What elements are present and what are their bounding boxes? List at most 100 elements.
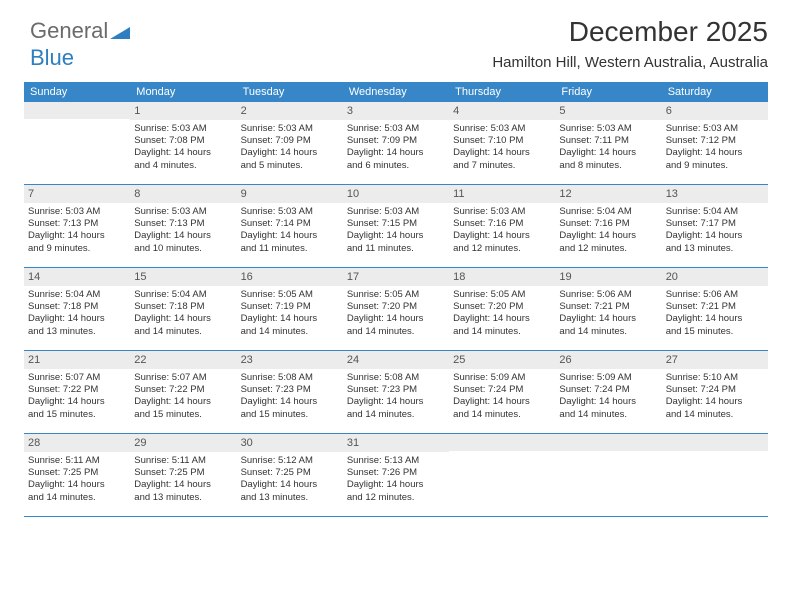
day-cell: 9Sunrise: 5:03 AMSunset: 7:14 PMDaylight… [237,185,343,267]
day-info-line: Sunset: 7:23 PM [347,384,445,396]
day-cell: 29Sunrise: 5:11 AMSunset: 7:25 PMDayligh… [130,434,236,516]
calendar-week-row: 21Sunrise: 5:07 AMSunset: 7:22 PMDayligh… [24,351,768,434]
weekday-header: Tuesday [237,82,343,102]
day-info-line: Daylight: 14 hours [666,313,764,325]
day-info-line: Sunrise: 5:10 AM [666,372,764,384]
day-info-line: Sunset: 7:18 PM [28,301,126,313]
day-cell: 30Sunrise: 5:12 AMSunset: 7:25 PMDayligh… [237,434,343,516]
day-cell: 3Sunrise: 5:03 AMSunset: 7:09 PMDaylight… [343,102,449,184]
day-info-line: Sunrise: 5:03 AM [241,123,339,135]
day-number: 17 [343,268,449,286]
day-number: 25 [449,351,555,369]
day-info-line: and 6 minutes. [347,160,445,172]
day-info-line: Sunrise: 5:03 AM [347,206,445,218]
weekday-header: Thursday [449,82,555,102]
day-info-line: Daylight: 14 hours [28,479,126,491]
day-cell: 31Sunrise: 5:13 AMSunset: 7:26 PMDayligh… [343,434,449,516]
day-info-line: and 14 minutes. [134,326,232,338]
day-info-line: and 13 minutes. [666,243,764,255]
day-info-line: and 5 minutes. [241,160,339,172]
day-info-line: and 14 minutes. [453,326,551,338]
day-info-line: Sunrise: 5:11 AM [134,455,232,467]
day-cell [449,434,555,516]
day-info-line: Sunset: 7:25 PM [241,467,339,479]
day-info-line: Daylight: 14 hours [134,230,232,242]
day-info-line: Daylight: 14 hours [28,396,126,408]
logo-text-2: Blue [30,45,74,70]
day-info-line: Sunset: 7:17 PM [666,218,764,230]
day-info-line: Sunrise: 5:04 AM [134,289,232,301]
day-info-line: Daylight: 14 hours [666,147,764,159]
day-info-line: and 11 minutes. [347,243,445,255]
day-info-line: Daylight: 14 hours [241,230,339,242]
day-number: 30 [237,434,343,452]
day-cell: 18Sunrise: 5:05 AMSunset: 7:20 PMDayligh… [449,268,555,350]
day-cell: 4Sunrise: 5:03 AMSunset: 7:10 PMDaylight… [449,102,555,184]
day-number: 5 [555,102,661,120]
calendar-week-row: 1Sunrise: 5:03 AMSunset: 7:08 PMDaylight… [24,102,768,185]
day-info-line: Daylight: 14 hours [241,479,339,491]
day-number [24,102,130,119]
day-number [662,434,768,451]
day-number: 9 [237,185,343,203]
day-info-line: Sunrise: 5:06 AM [559,289,657,301]
day-number: 2 [237,102,343,120]
day-info-line: Sunrise: 5:04 AM [28,289,126,301]
day-info-line: Daylight: 14 hours [241,147,339,159]
day-number: 13 [662,185,768,203]
day-info-line: Sunset: 7:20 PM [453,301,551,313]
weekday-header: Sunday [24,82,130,102]
day-info-line: and 14 minutes. [666,409,764,421]
day-info-line: Sunset: 7:24 PM [559,384,657,396]
day-info-line: Daylight: 14 hours [666,230,764,242]
day-info-line: Sunset: 7:23 PM [241,384,339,396]
day-number: 29 [130,434,236,452]
day-info-line: Sunrise: 5:03 AM [453,206,551,218]
logo-triangle-icon [110,19,130,45]
day-info-line: Daylight: 14 hours [666,396,764,408]
day-info-line: Sunset: 7:25 PM [28,467,126,479]
day-cell: 26Sunrise: 5:09 AMSunset: 7:24 PMDayligh… [555,351,661,433]
day-info-line: Sunrise: 5:08 AM [347,372,445,384]
day-cell: 2 Sunrise: 5:03 AMSunset: 7:09 PMDaylight… [237,102,343,184]
day-info-line: and 7 minutes. [453,160,551,172]
day-info-line: and 9 minutes. [28,243,126,255]
day-info-line: and 15 minutes. [134,409,232,421]
day-number: 6 [662,102,768,120]
day-info-line: Sunrise: 5:07 AM [28,372,126,384]
day-number: 7 [24,185,130,203]
day-cell [24,102,130,184]
day-info-line: and 15 minutes. [241,409,339,421]
day-cell: 25Sunrise: 5:09 AMSunset: 7:24 PMDayligh… [449,351,555,433]
day-cell: 10Sunrise: 5:03 AMSunset: 7:15 PMDayligh… [343,185,449,267]
day-info-line: Daylight: 14 hours [453,396,551,408]
day-cell: 17Sunrise: 5:05 AMSunset: 7:20 PMDayligh… [343,268,449,350]
day-number: 14 [24,268,130,286]
day-info-line: Daylight: 14 hours [28,313,126,325]
day-info-line: Sunrise: 5:03 AM [559,123,657,135]
day-info-line: and 15 minutes. [28,409,126,421]
day-info-line: Sunrise: 5:13 AM [347,455,445,467]
day-number: 11 [449,185,555,203]
calendar-week-row: 14Sunrise: 5:04 AMSunset: 7:18 PMDayligh… [24,268,768,351]
day-info-line: Sunset: 7:09 PM [241,135,339,147]
day-number: 24 [343,351,449,369]
day-info-line: Daylight: 14 hours [559,147,657,159]
day-info-line: Daylight: 14 hours [347,313,445,325]
day-info-line: and 12 minutes. [347,492,445,504]
location-subtitle: Hamilton Hill, Western Australia, Austra… [492,54,768,71]
day-info-line: and 14 minutes. [559,326,657,338]
day-cell: 23Sunrise: 5:08 AMSunset: 7:23 PMDayligh… [237,351,343,433]
day-info-line: Sunset: 7:22 PM [134,384,232,396]
day-number [555,434,661,451]
day-info-line: and 8 minutes. [559,160,657,172]
day-info-line: Sunset: 7:18 PM [134,301,232,313]
day-number: 28 [24,434,130,452]
day-info-line: Sunrise: 5:06 AM [666,289,764,301]
day-number: 4 [449,102,555,120]
day-info-line: Daylight: 14 hours [453,313,551,325]
day-info-line: and 13 minutes. [241,492,339,504]
day-info-line: Sunrise: 5:03 AM [134,206,232,218]
day-info-line: and 10 minutes. [134,243,232,255]
day-number: 20 [662,268,768,286]
